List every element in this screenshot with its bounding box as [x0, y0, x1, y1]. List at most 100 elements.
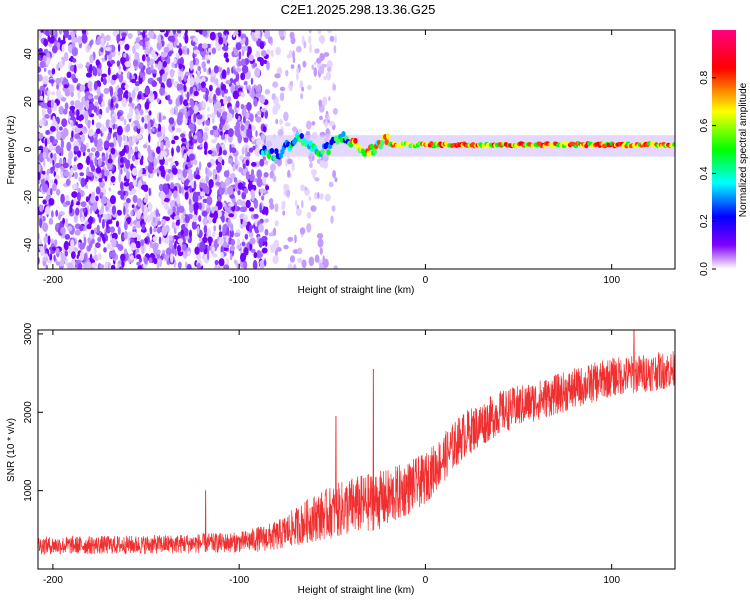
spectrogram-noise-dot — [123, 205, 126, 216]
snr-ticks: -200 -100 0 100 1000 2000 3000 — [23, 322, 620, 586]
spectrogram-noise-dot — [199, 178, 206, 183]
spectrogram-noise-dot — [123, 53, 127, 58]
spectrogram-noise-dot — [199, 243, 204, 253]
spectrogram-noise-dot — [148, 187, 151, 196]
spectrogram-noise-dot — [97, 158, 102, 167]
spectrogram-noise-dot — [110, 98, 114, 108]
spectrogram-x-tick-label: -200 — [43, 275, 63, 286]
spectrogram-noise-dot — [252, 145, 256, 151]
spectrogram-noise-dot — [207, 227, 211, 238]
spectrogram-noise-dot — [203, 185, 210, 194]
spectrogram-noise-dot — [240, 72, 246, 81]
spectrogram-y-tick-label: 40 — [23, 48, 34, 60]
spectrogram-noise-dot — [42, 55, 47, 62]
spectrogram-noise-dot — [212, 168, 218, 176]
spectrogram-noise-dot — [42, 199, 47, 205]
spectrogram-noise-dot — [205, 92, 209, 102]
snr-x-tick-label: -200 — [43, 575, 63, 586]
spectrogram-noise-dot — [208, 43, 211, 49]
spectrogram-noise-dot — [51, 246, 57, 251]
spectrogram-noise-dot — [44, 89, 48, 95]
spectrogram-noise-dot — [319, 247, 323, 255]
spectrogram-noise-dot — [120, 253, 126, 262]
spectrogram-noise-dot — [213, 129, 220, 138]
spectrogram-noise-dot — [168, 117, 175, 125]
spectrogram-noise-dot — [128, 96, 133, 104]
spectrogram-noise-dot — [151, 80, 158, 87]
spectrogram-noise-dot — [48, 143, 54, 152]
spectrogram-noise-dot — [204, 149, 208, 155]
spectrogram-noise-dot — [159, 165, 165, 172]
spectrogram-noise-dot — [206, 196, 213, 206]
spectrogram-noise-dot — [264, 206, 269, 216]
spectrogram-noise-dot — [306, 211, 312, 219]
snr-x-label: Height of straight line (km) — [298, 585, 415, 596]
spectrogram-noise-dot — [301, 259, 307, 269]
spectrogram-noise-dot — [125, 170, 131, 180]
spectrogram-noise-dot — [100, 232, 104, 237]
spectrogram-noise-dot — [314, 61, 317, 66]
spectrogram-noise-dot — [218, 108, 223, 113]
spectrogram-noise-dot — [104, 53, 108, 61]
spectrogram-noise-dot — [71, 130, 74, 139]
spectrogram-noise-dot — [77, 263, 83, 269]
colorbar-gradient — [712, 30, 736, 269]
spectrogram-noise-dot — [261, 235, 268, 242]
spectrogram-noise-dot — [299, 80, 304, 89]
spectrogram-noise-dot — [184, 215, 190, 224]
spectrogram-noise-dot — [136, 198, 143, 207]
spectrogram-noise-dot — [69, 204, 73, 214]
spectrogram-noise-dot — [117, 87, 123, 97]
spectrogram-noise-dot — [95, 59, 100, 66]
spectrogram-noise-dot — [93, 67, 98, 77]
spectrogram-noise-dot — [102, 213, 108, 220]
spectrogram-noise-dot — [149, 240, 153, 247]
spectrogram-noise-dot — [263, 259, 267, 267]
spectrogram-noise-dot — [73, 197, 77, 205]
spectrogram-noise-dot — [171, 147, 174, 157]
spectrogram-noise-dot — [317, 238, 324, 248]
spectrogram-noise-dot — [196, 114, 203, 120]
spectrogram-noise-dot — [51, 210, 54, 218]
spectrogram-noise-dot — [85, 61, 90, 67]
spectrogram-noise-dot — [50, 152, 53, 159]
spectrogram-noise-dot — [76, 109, 80, 117]
spectrogram-noise-dot — [51, 91, 55, 96]
spectrogram-noise-dot — [101, 73, 107, 78]
spectrogram-noise-dot — [244, 214, 248, 222]
spectrogram-noise-dot — [130, 78, 137, 84]
spectrogram-noise-dot — [170, 182, 175, 190]
spectrogram-noise-dot — [79, 242, 86, 250]
spectrogram-noise-dot — [98, 113, 102, 120]
spectrogram-noise-dot — [310, 205, 317, 212]
spectrogram-noise-dot — [87, 237, 91, 244]
spectrogram-noise-dot — [201, 76, 206, 83]
spectrogram-noise-dot — [198, 161, 202, 171]
spectrogram-noise-dot — [80, 133, 85, 143]
spectrogram-noise-dot — [203, 224, 208, 234]
spectrogram-noise-dot — [308, 35, 312, 44]
spectrogram-noise-dot — [80, 144, 87, 153]
spectrogram-noise-dot — [200, 87, 207, 93]
spectrogram-noise-dot — [176, 206, 180, 216]
spectrogram-noise-dot — [147, 153, 153, 162]
spectrogram-noise-dot — [226, 112, 233, 122]
spectrogram-noise-dot — [272, 175, 277, 183]
spectrogram-noise-dot — [87, 148, 91, 153]
spectrogram-noise-dot — [236, 244, 242, 249]
spectrogram-noise-dot — [71, 191, 78, 198]
spectrogram-noise-dot — [65, 178, 71, 186]
spectrogram-noise-dot — [134, 42, 140, 50]
spectrogram-noise-dot — [137, 93, 142, 100]
spectrogram-noise-dot — [134, 52, 138, 59]
spectrogram-noise-dot — [156, 243, 159, 249]
spectrogram-noise-dot — [41, 170, 46, 175]
spectrogram-noise-dot — [55, 77, 62, 85]
signal-ridge-mark — [269, 148, 275, 154]
spectrogram-noise-dot — [287, 236, 294, 242]
spectrogram-noise-dot — [98, 213, 102, 224]
spectrogram-noise-dot — [63, 30, 69, 38]
spectrogram-noise-dot — [146, 56, 151, 63]
spectrogram-noise-dot — [259, 263, 265, 269]
spectrogram-noise-dot — [211, 253, 218, 258]
